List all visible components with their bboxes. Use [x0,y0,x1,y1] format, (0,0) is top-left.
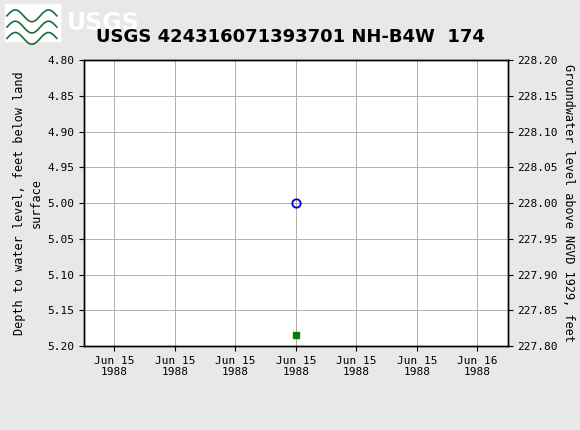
Y-axis label: Groundwater level above NGVD 1929, feet: Groundwater level above NGVD 1929, feet [562,64,575,342]
Text: USGS: USGS [67,11,139,34]
Legend: Period of approved data: Period of approved data [185,426,407,430]
Text: USGS 424316071393701 NH-B4W  174: USGS 424316071393701 NH-B4W 174 [96,28,484,46]
Y-axis label: Depth to water level, feet below land
surface: Depth to water level, feet below land su… [13,71,44,335]
FancyBboxPatch shape [5,3,60,41]
